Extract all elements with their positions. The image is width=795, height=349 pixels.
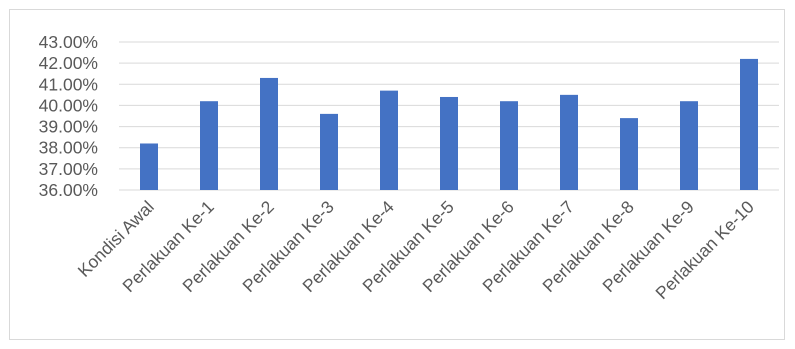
y-tick-label: 39.00% xyxy=(39,117,98,137)
y-tick-label: 42.00% xyxy=(39,53,98,73)
y-tick-label: 41.00% xyxy=(39,74,98,94)
bar xyxy=(560,94,578,190)
chart-area: 36.00% 37.00% 38.00% 39.00% 40.00% 41.00% 42.0… xyxy=(9,9,785,340)
bar xyxy=(500,101,518,190)
bar xyxy=(440,96,458,190)
y-tick-label: 40.00% xyxy=(39,95,98,115)
y-tick-label: 43.00% xyxy=(39,32,98,52)
bar xyxy=(680,101,698,190)
bar xyxy=(620,118,638,190)
bar xyxy=(380,90,398,190)
y-tick-label: 37.00% xyxy=(39,159,98,179)
bar xyxy=(320,113,338,190)
y-tick-label: 36.00% xyxy=(39,180,98,200)
y-tick-label: 38.00% xyxy=(39,138,98,158)
bar xyxy=(740,58,758,190)
bar xyxy=(260,77,278,190)
bar xyxy=(140,143,158,190)
bar xyxy=(200,101,218,190)
